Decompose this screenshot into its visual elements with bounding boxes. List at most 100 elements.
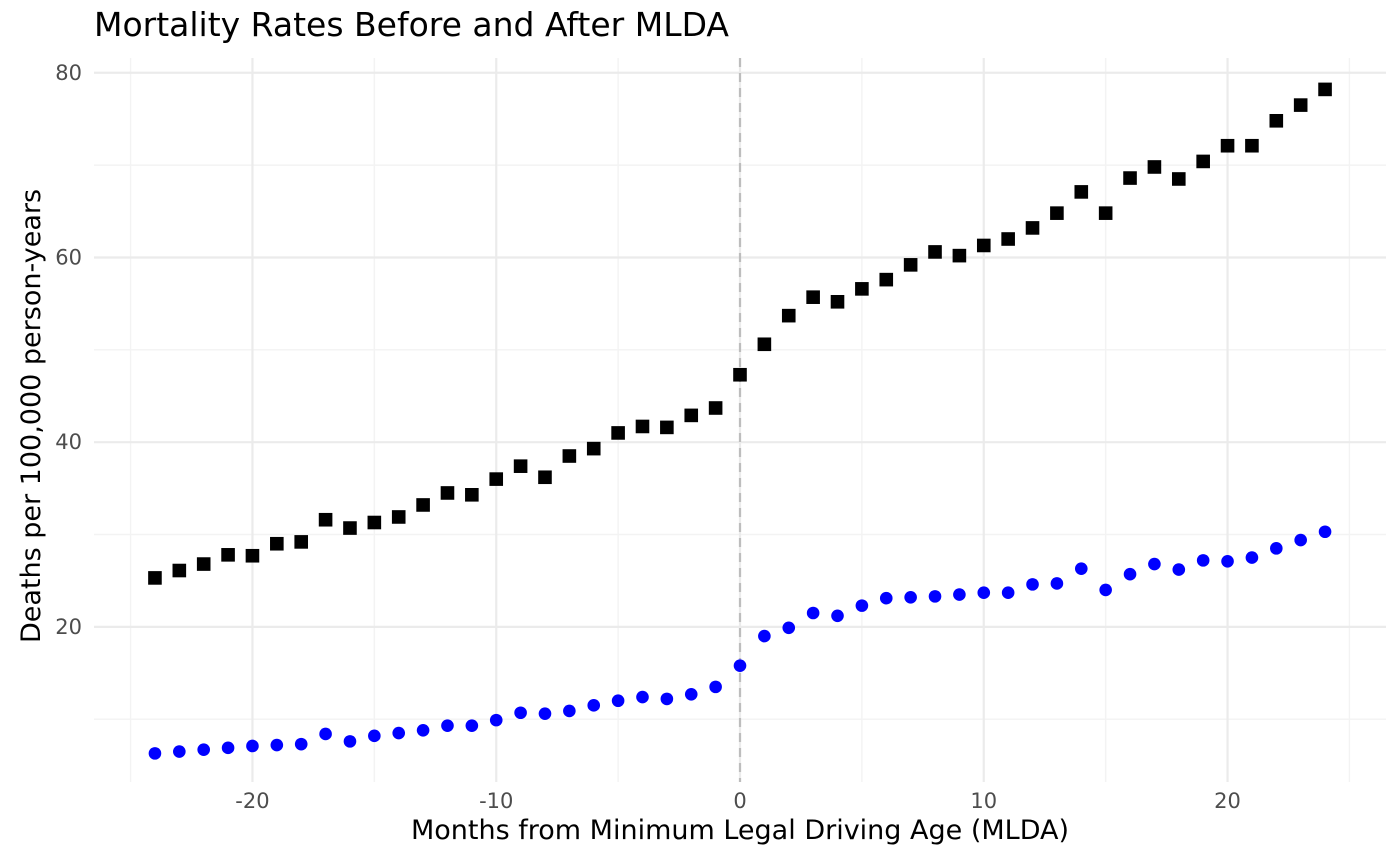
circle-point — [831, 609, 844, 623]
circle-point — [855, 599, 869, 612]
square-point — [781, 308, 796, 323]
square-point — [1123, 171, 1137, 185]
circle-point — [392, 726, 406, 740]
y-tick-label: 60 — [55, 245, 82, 269]
circle-point — [1245, 551, 1259, 564]
circle-point — [1148, 557, 1161, 571]
circle-point — [904, 591, 917, 604]
square-point — [1098, 206, 1113, 220]
square-point — [879, 272, 894, 287]
circle-point — [611, 694, 625, 708]
square-point — [489, 472, 504, 486]
circle-point — [563, 704, 576, 718]
circle-point — [1074, 562, 1088, 575]
circle-point — [709, 680, 722, 694]
square-point — [1293, 98, 1308, 112]
circle-point — [465, 719, 479, 732]
x-axis-ticks: -20 -10 0 10 20 — [235, 789, 1241, 813]
circle-point — [928, 590, 942, 603]
square-point — [343, 521, 357, 535]
circle-point — [587, 699, 601, 712]
square-point — [1001, 232, 1015, 246]
y-axis-title: Deaths per 100,000 person-years — [16, 189, 47, 643]
circle-point — [733, 659, 747, 672]
square-point — [733, 367, 747, 382]
circle-point — [953, 588, 966, 601]
circle-point — [1294, 533, 1307, 547]
y-tick-label: 40 — [55, 430, 82, 454]
square-point — [416, 498, 430, 512]
square-point — [1147, 160, 1162, 174]
square-point — [367, 515, 382, 530]
square-point — [294, 535, 309, 549]
square-point — [538, 470, 552, 485]
circle-point — [441, 719, 454, 732]
x-tick-label: -20 — [235, 789, 269, 813]
circle-point — [1026, 578, 1039, 591]
square-point — [562, 449, 577, 463]
circle-point — [319, 727, 332, 741]
square-point — [221, 548, 235, 562]
chart-title: Mortality Rates Before and After MLDA — [94, 5, 729, 44]
circle-point — [1050, 577, 1064, 590]
circle-point — [782, 621, 796, 635]
circle-point — [270, 738, 284, 752]
square-point — [708, 401, 723, 415]
square-point — [1074, 185, 1089, 199]
square-point — [830, 294, 845, 309]
square-point — [611, 426, 625, 440]
circle-point — [977, 586, 991, 599]
square-point — [465, 488, 479, 502]
circle-point — [1172, 563, 1186, 576]
circle-point — [660, 692, 674, 706]
circle-point — [1270, 542, 1283, 555]
square-point — [1050, 206, 1064, 220]
square-point — [172, 563, 187, 578]
circle-point — [1001, 586, 1015, 599]
circle-point — [197, 743, 210, 756]
x-axis-title: Months from Minimum Legal Driving Age (M… — [411, 815, 1069, 846]
circle-point — [1318, 525, 1332, 539]
square-point — [196, 557, 211, 571]
circle-point — [514, 706, 527, 720]
circle-point — [368, 729, 381, 743]
square-point — [1025, 221, 1040, 235]
x-tick-label: 20 — [1214, 789, 1241, 813]
square-point — [684, 408, 699, 423]
square-point — [757, 337, 772, 352]
circle-point — [148, 747, 162, 760]
square-point — [318, 512, 333, 527]
square-point — [903, 258, 918, 272]
square-point — [660, 420, 674, 435]
square-point — [440, 486, 455, 500]
square-point — [952, 248, 967, 263]
square-point — [391, 510, 406, 524]
circle-point — [879, 591, 893, 605]
circle-point — [416, 723, 430, 737]
square-point — [1245, 138, 1259, 153]
circle-point — [636, 690, 649, 704]
x-tick-label: 10 — [970, 789, 997, 813]
circle-point — [1099, 583, 1112, 597]
square-point — [1171, 172, 1186, 186]
square-point — [976, 238, 991, 253]
circle-point — [489, 713, 503, 727]
square-point — [148, 571, 162, 585]
y-tick-label: 20 — [55, 615, 82, 639]
circle-point — [1221, 554, 1234, 568]
square-point — [586, 441, 601, 456]
circle-point — [221, 741, 235, 755]
circle-point — [538, 707, 552, 720]
circle-point — [806, 606, 820, 620]
circle-point — [684, 687, 698, 701]
circle-point — [294, 737, 308, 751]
y-axis-ticks: 20 40 60 80 — [55, 61, 82, 639]
square-point — [513, 459, 528, 473]
square-point — [635, 419, 650, 434]
circle-point — [246, 739, 259, 753]
square-point — [1269, 113, 1284, 128]
data-points — [148, 82, 1332, 760]
square-point — [855, 282, 869, 296]
x-tick-label: 0 — [733, 789, 746, 813]
